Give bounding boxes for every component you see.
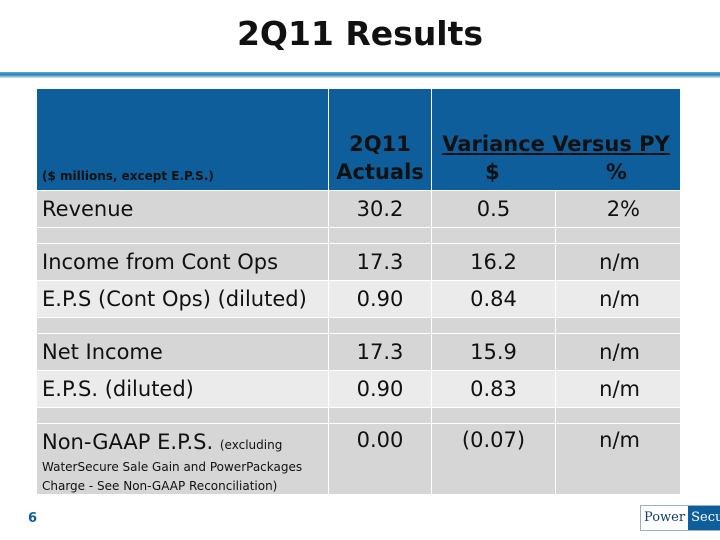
header-actuals-line1: 2Q11 (349, 132, 411, 156)
logo-text-right: Secure (688, 506, 720, 530)
header-variance: Variance Versus PY $ % (430, 88, 682, 191)
row-var-pct: n/m (554, 370, 682, 408)
row-label: E.P.S. (diluted) (36, 370, 329, 408)
table-row: Revenue 30.2 0.5 2% (36, 190, 682, 228)
header-variance-dollar: $ (485, 160, 500, 184)
row-label: Revenue (36, 190, 329, 228)
row-label: E.P.S (Cont Ops) (diluted) (36, 280, 329, 318)
row-actual: 0.00 (328, 423, 432, 495)
header-variance-title: Variance Versus PY (442, 132, 670, 156)
row-label: Income from Cont Ops (36, 243, 329, 281)
logo-text-left: Power (641, 506, 689, 530)
row-var-dollar: (0.07) (431, 423, 556, 495)
title-divider (0, 72, 720, 78)
row-actual: 17.3 (328, 243, 432, 281)
row-var-dollar: 15.9 (431, 333, 556, 371)
spacer-row (36, 317, 682, 334)
row-label-main: Non-GAAP E.P.S. (42, 430, 214, 454)
row-var-pct: n/m (554, 280, 682, 318)
spacer-row (36, 227, 682, 244)
header-units-label: ($ millions, except E.P.S.) (36, 88, 329, 191)
row-label: Net Income (36, 333, 329, 371)
table-row: E.P.S (Cont Ops) (diluted) 0.90 0.84 n/m (36, 280, 682, 318)
row-label-note: (excluding WaterSecure Sale Gain and Pow… (42, 438, 303, 493)
row-actual: 0.90 (328, 370, 432, 408)
header-variance-pct: % (605, 160, 627, 184)
header-actuals-line2: Actuals (336, 160, 424, 184)
row-var-pct: n/m (554, 423, 682, 495)
table-row: E.P.S. (diluted) 0.90 0.83 n/m (36, 370, 682, 408)
row-var-dollar: 16.2 (431, 243, 556, 281)
row-actual: 30.2 (328, 190, 432, 228)
row-var-dollar: 0.5 (431, 190, 556, 228)
page-number: 6 (28, 511, 38, 526)
row-var-dollar: 0.84 (431, 280, 556, 318)
company-logo: Power Secure (640, 505, 720, 531)
spacer-row (36, 407, 682, 424)
row-var-pct: 2% (554, 190, 682, 228)
row-var-pct: n/m (554, 243, 682, 281)
row-var-dollar: 0.83 (431, 370, 556, 408)
page-title: 2Q11 Results (236, 14, 484, 53)
row-var-pct: n/m (554, 333, 682, 371)
table-header-row: ($ millions, except E.P.S.) 2Q11 Actuals… (36, 88, 682, 191)
table-row: Non-GAAP E.P.S. (excluding WaterSecure S… (36, 423, 682, 495)
results-table: ($ millions, except E.P.S.) 2Q11 Actuals… (36, 88, 682, 495)
row-actual: 17.3 (328, 333, 432, 371)
header-actuals: 2Q11 Actuals (328, 88, 432, 191)
table-row: Income from Cont Ops 17.3 16.2 n/m (36, 243, 682, 281)
table-row: Net Income 17.3 15.9 n/m (36, 333, 682, 371)
row-label: Non-GAAP E.P.S. (excluding WaterSecure S… (36, 423, 329, 495)
row-actual: 0.90 (328, 280, 432, 318)
